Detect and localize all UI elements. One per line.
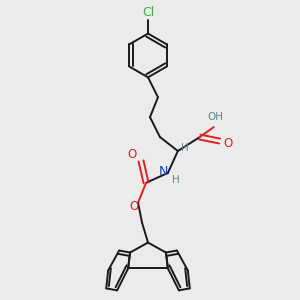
Text: H: H: [172, 175, 180, 185]
Text: H: H: [181, 143, 189, 153]
Text: O: O: [223, 136, 232, 149]
Text: N: N: [159, 165, 169, 178]
Text: Cl: Cl: [142, 6, 154, 19]
Text: OH: OH: [208, 112, 224, 122]
Text: O: O: [129, 200, 139, 213]
Text: O: O: [128, 148, 137, 161]
